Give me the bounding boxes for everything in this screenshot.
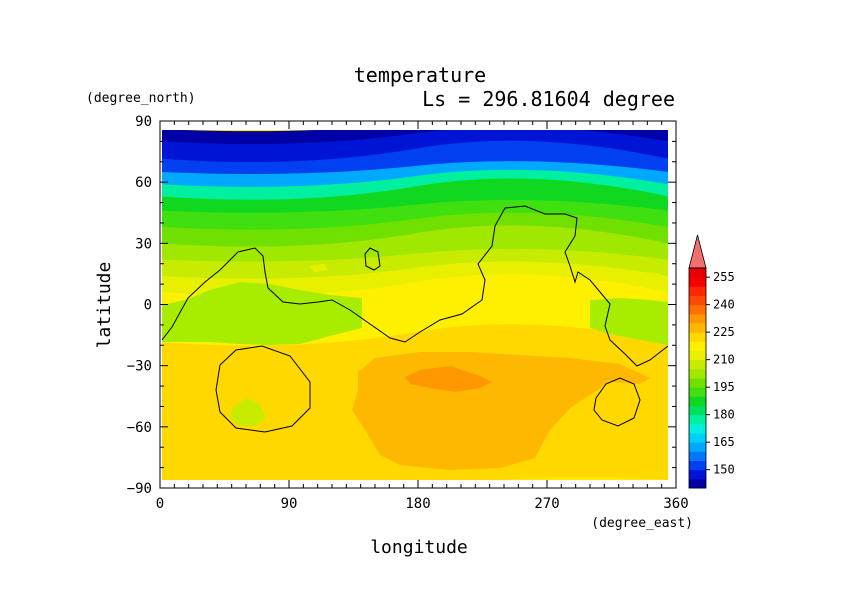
colorbar-segment xyxy=(689,368,706,379)
colorbar-segment xyxy=(689,350,706,361)
field-region-tropics-cool-east xyxy=(590,298,668,345)
y-tick-label: 60 xyxy=(135,175,152,191)
y-tick-label: −60 xyxy=(127,420,152,436)
topography-contours xyxy=(162,205,668,433)
colorbar-segment xyxy=(689,433,706,443)
x-units-label: (degree_east) xyxy=(591,516,693,531)
colorbar-frame xyxy=(688,267,707,489)
colorbar-segment xyxy=(689,286,706,296)
colorbar-segment xyxy=(689,387,706,397)
colorbar-segment xyxy=(689,451,706,461)
x-axis-ticks: 0 90 180 270 360 xyxy=(156,121,689,512)
colorbar-segment xyxy=(689,268,706,278)
colorbar-segment xyxy=(689,341,706,351)
field-band xyxy=(162,453,668,480)
colorbar-segment xyxy=(689,277,706,287)
colorbar-segment xyxy=(689,323,706,333)
contour-north-island xyxy=(364,247,381,271)
x-axis-label: longitude xyxy=(370,537,468,558)
colorbar-label: 225 xyxy=(713,325,735,339)
colorbar-label: 255 xyxy=(713,270,735,284)
contour-southwest-basin xyxy=(215,345,311,433)
y-tick-label: −90 xyxy=(127,481,152,497)
field-band xyxy=(162,248,668,287)
colorbar-label: 195 xyxy=(713,380,735,394)
colorbar-label: 210 xyxy=(713,353,735,367)
colorbar-label: 240 xyxy=(713,298,735,312)
x-tick-label: 270 xyxy=(534,496,559,512)
colorbar-label: 165 xyxy=(713,435,735,449)
colorbar-segment xyxy=(689,378,706,388)
field-region-southern-max xyxy=(405,366,492,392)
x-tick-label: 0 xyxy=(156,496,164,512)
field-band xyxy=(162,199,668,238)
field-region-small-green-2 xyxy=(622,272,660,283)
x-tick-label: 180 xyxy=(405,496,430,512)
y-tick-label: 0 xyxy=(144,298,152,314)
colorbar-label: 180 xyxy=(713,408,735,422)
temperature-field xyxy=(162,130,668,480)
colorbar-over-arrow xyxy=(688,234,707,269)
contour-main xyxy=(162,205,668,367)
field-region-small-green-3 xyxy=(310,264,328,272)
colorbar-label: 150 xyxy=(713,463,735,477)
y-tick-label: 90 xyxy=(135,114,152,130)
colorbar-segment xyxy=(689,405,706,416)
colorbar-segment xyxy=(689,295,706,306)
y-units-label: (degree_north) xyxy=(86,91,196,106)
x-tick-label: 360 xyxy=(663,496,688,512)
chart-subtitle: Ls = 296.81604 degree xyxy=(422,87,675,111)
colorbar-segment xyxy=(689,442,706,452)
chart-title: temperature xyxy=(354,63,486,87)
y-axis-label: latitude xyxy=(94,262,115,349)
x-tick-label: 90 xyxy=(281,496,298,512)
colorbar-segment xyxy=(689,478,706,489)
colorbar-segment xyxy=(689,332,706,342)
colorbar-segment xyxy=(689,423,706,434)
contour-southeast-basin xyxy=(593,377,641,427)
colorbar-segment xyxy=(689,460,706,471)
colorbar-segment xyxy=(689,414,706,425)
colorbar-segment xyxy=(689,469,706,480)
field-region-tropics-cool-west xyxy=(162,282,362,345)
colorbar: 150 165 180 195 210 225 240 255 xyxy=(688,234,735,489)
y-tick-label: 30 xyxy=(135,236,152,252)
colorbar-segment xyxy=(689,304,706,315)
field-region-small-green xyxy=(230,398,266,426)
colorbar-segment xyxy=(689,313,706,324)
y-axis-ticks: 90 60 30 0 −30 −60 −90 xyxy=(127,114,676,497)
y-tick-label: −30 xyxy=(127,359,152,375)
colorbar-segment xyxy=(689,396,706,406)
colorbar-segment xyxy=(689,359,706,370)
